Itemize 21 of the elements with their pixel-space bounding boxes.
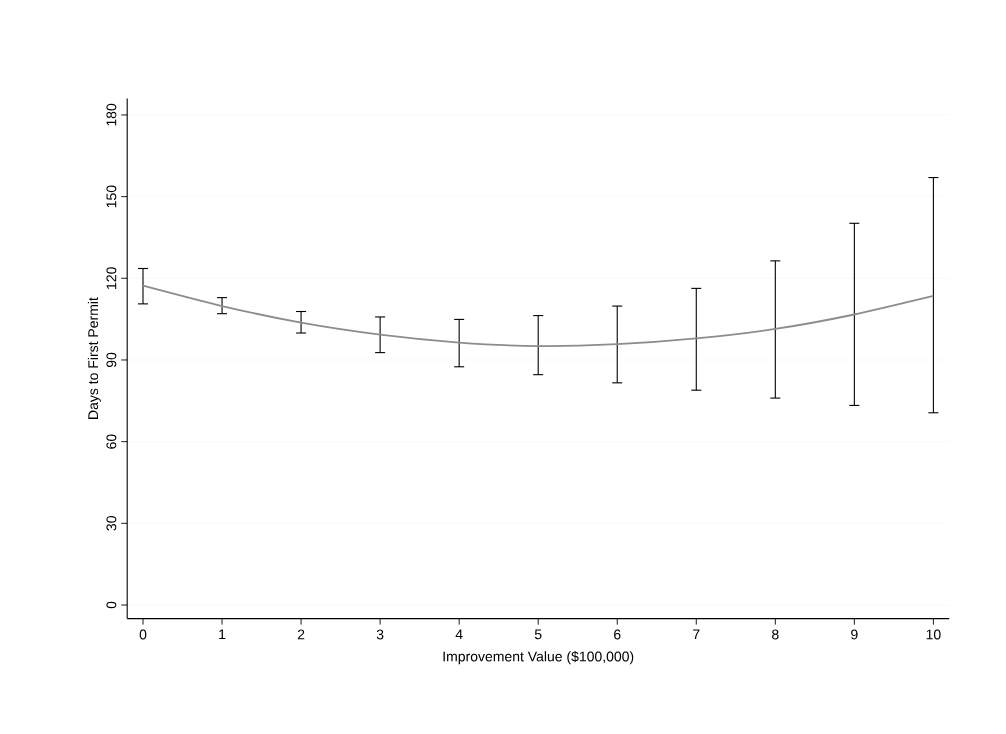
y-tick-label: 150 <box>106 185 117 208</box>
y-tick-label: 90 <box>106 352 117 368</box>
x-tick-label: 1 <box>219 629 226 640</box>
y-tick-label: 0 <box>106 601 117 609</box>
x-tick-label: 3 <box>376 629 384 640</box>
y-tick-label: 180 <box>106 103 117 126</box>
line-series <box>142 284 935 347</box>
x-tick-label: 4 <box>455 629 463 640</box>
y-tick-label: 120 <box>106 267 117 289</box>
x-tick-label: 10 <box>926 629 941 640</box>
x-axis-title: Improvement Value ($100,000) <box>443 650 634 665</box>
x-tick-label: 2 <box>297 629 305 640</box>
y-tick-label: 60 <box>106 434 117 449</box>
x-tick-label: 0 <box>139 629 147 640</box>
x-tick-label: 9 <box>851 629 858 640</box>
y-axis-title: Days to First Permit <box>87 297 101 419</box>
y-tick-label: 30 <box>106 516 117 531</box>
x-tick-label: 5 <box>534 629 542 640</box>
x-tick-label: 8 <box>772 629 779 640</box>
x-tick-label: 6 <box>614 629 621 640</box>
x-tick-label: 7 <box>693 629 700 640</box>
